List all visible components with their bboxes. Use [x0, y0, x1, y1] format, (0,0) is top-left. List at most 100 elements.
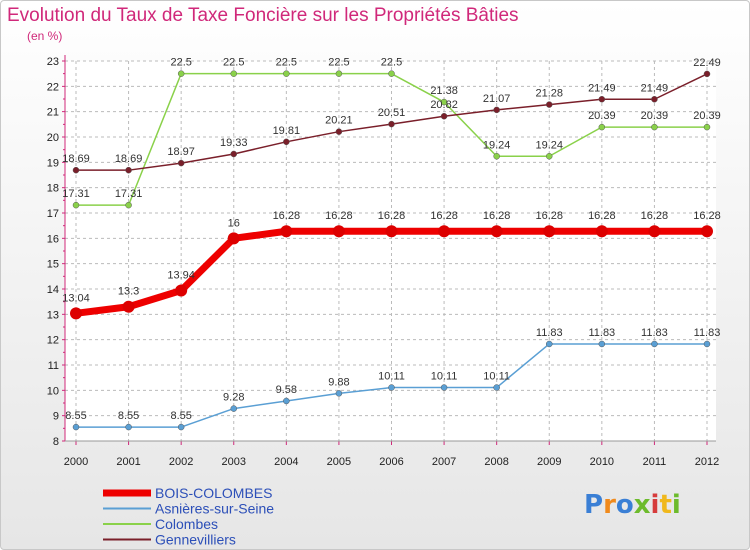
- bois-colombes-point: [332, 225, 345, 238]
- y-tick-label: 9: [53, 411, 59, 423]
- colombes-data-label: 22.5: [381, 57, 402, 69]
- legend-label-gennevilliers: Gennevilliers: [155, 532, 236, 548]
- asni-res-sur-seine-point: [546, 340, 553, 348]
- colombes-data-label: 21.38: [430, 85, 458, 97]
- x-tick-label: 2001: [116, 456, 140, 468]
- bois-colombes-data-label: 16.28: [693, 210, 721, 222]
- colombes-data-label: 19.24: [535, 139, 563, 151]
- y-tick-label: 14: [47, 284, 59, 296]
- colombes-point: [440, 98, 448, 106]
- gennevilliers-point: [125, 166, 132, 174]
- x-tick-label: 2012: [695, 456, 719, 468]
- asni-res-sur-seine-point: [125, 423, 132, 431]
- gennevilliers-data-label: 18.97: [167, 146, 195, 158]
- logo-letter: r: [603, 490, 616, 520]
- bois-colombes-data-label: 13.04: [62, 292, 90, 304]
- bois-colombes-point: [70, 307, 82, 320]
- colombes-point: [335, 70, 343, 77]
- colombes-point: [388, 70, 395, 77]
- gennevilliers-data-label: 21.07: [483, 93, 511, 105]
- x-tick-label: 2009: [537, 456, 561, 468]
- gennevilliers-point: [546, 101, 553, 108]
- colombes-point: [493, 153, 500, 160]
- logo-letter: o: [615, 490, 634, 520]
- bois-colombes-point: [280, 225, 293, 238]
- colombes-data-label: 20.39: [588, 110, 616, 122]
- colombes-point: [651, 123, 658, 131]
- x-tick-label: 2000: [64, 456, 88, 468]
- gennevilliers-point: [651, 96, 658, 103]
- gennevilliers-point: [335, 128, 343, 135]
- y-tick-label: 8: [53, 436, 59, 448]
- gennevilliers-point: [72, 166, 80, 174]
- asni-res-sur-seine-data-label: 9.88: [328, 376, 349, 388]
- colombes-point: [125, 201, 132, 209]
- colombes-point: [546, 153, 553, 160]
- bois-colombes-data-label: 13.3: [118, 286, 139, 298]
- x-tick-label: 2008: [484, 456, 508, 468]
- logo-letter: x: [633, 490, 651, 520]
- logo-letter: i: [671, 490, 681, 520]
- gennevilliers-data-label: 20.21: [325, 115, 353, 127]
- bois-colombes-point: [595, 225, 608, 238]
- logo-letter: i: [650, 490, 660, 520]
- x-tick-label: 2004: [274, 456, 298, 468]
- proxiti-logo: Proxiti: [584, 490, 681, 520]
- colombes-point: [177, 70, 185, 77]
- bois-colombes-data-label: 16.28: [430, 210, 458, 222]
- bois-colombes-data-label: 16: [228, 217, 240, 229]
- colombes-data-label: 22.5: [223, 57, 244, 69]
- colombes-data-label: 17.31: [62, 188, 90, 200]
- gennevilliers-point: [703, 70, 711, 78]
- y-tick-label: 20: [47, 132, 59, 144]
- asni-res-sur-seine-point: [651, 340, 658, 348]
- colombes-data-label: 22.5: [170, 57, 191, 69]
- gennevilliers-data-label: 21.28: [535, 88, 563, 100]
- asni-res-sur-seine-data-label: 9.58: [276, 384, 297, 396]
- chart-unit-label: (en %): [27, 29, 63, 43]
- x-tick-label: 2002: [169, 456, 193, 468]
- gennevilliers-point: [598, 96, 606, 103]
- colombes-point: [72, 201, 80, 209]
- y-tick-label: 23: [47, 56, 59, 68]
- colombes-point: [283, 70, 290, 77]
- x-tick-label: 2005: [327, 456, 351, 468]
- asni-res-sur-seine-point: [440, 384, 448, 391]
- asni-res-sur-seine-point: [388, 384, 395, 391]
- asni-res-sur-seine-data-label: 10.11: [431, 371, 458, 383]
- gennevilliers-data-label: 22.49: [693, 57, 721, 69]
- y-tick-label: 16: [47, 233, 59, 245]
- colombes-data-label: 19.24: [483, 139, 511, 151]
- x-tick-label: 2010: [590, 456, 614, 468]
- colombes-data-label: 20.39: [693, 110, 721, 122]
- bois-colombes-data-label: 16.28: [641, 210, 669, 222]
- bois-colombes-point: [122, 300, 135, 313]
- bois-colombes-point: [175, 284, 188, 297]
- bois-colombes-data-label: 16.28: [588, 210, 616, 222]
- asni-res-sur-seine-point: [72, 423, 80, 431]
- asni-res-sur-seine-data-label: 11.83: [588, 327, 615, 339]
- bois-colombes-data-label: 16.28: [378, 210, 406, 222]
- gennevilliers-data-label: 18.69: [62, 153, 90, 165]
- logo-letter: P: [584, 490, 604, 520]
- asni-res-sur-seine-data-label: 8.55: [170, 410, 191, 422]
- x-tick-label: 2003: [222, 456, 246, 468]
- gennevilliers-data-label: 18.69: [115, 153, 143, 165]
- bois-colombes-point: [701, 225, 713, 238]
- asni-res-sur-seine-point: [335, 390, 343, 397]
- legend-label-bois-colombes: BOIS-COLOMBES: [155, 485, 272, 501]
- y-tick-label: 15: [47, 259, 59, 271]
- asni-res-sur-seine-point: [703, 340, 711, 348]
- asni-res-sur-seine-point: [493, 384, 500, 391]
- gennevilliers-data-label: 20.51: [378, 107, 406, 119]
- y-tick-label: 21: [47, 107, 59, 119]
- gennevilliers-data-label: 19.81: [273, 125, 301, 137]
- gennevilliers-point: [230, 150, 237, 158]
- colombes-data-label: 22.5: [276, 57, 297, 69]
- y-tick-label: 19: [47, 157, 59, 169]
- asni-res-sur-seine-data-label: 11.83: [641, 327, 668, 339]
- asni-res-sur-seine-data-label: 11.83: [694, 327, 721, 339]
- gennevilliers-data-label: 20.82: [430, 99, 458, 111]
- gennevilliers-data-label: 19.33: [220, 137, 248, 149]
